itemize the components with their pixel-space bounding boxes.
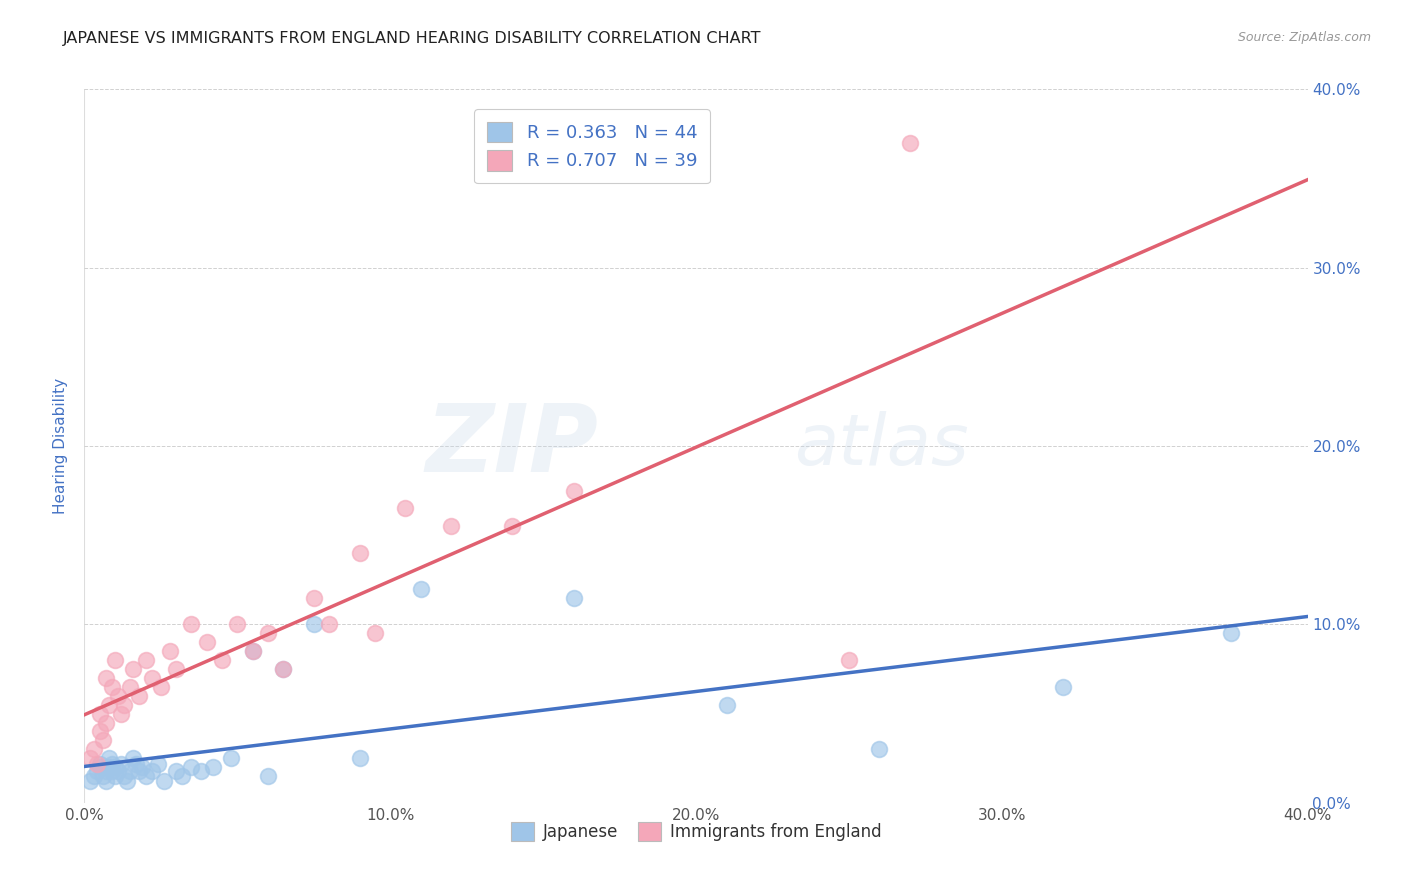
- Point: [302, 617, 325, 632]
- Point: [201, 760, 224, 774]
- Point: [242, 644, 264, 658]
- Point: [86, 756, 108, 771]
- Point: [165, 662, 187, 676]
- Point: [97, 751, 120, 765]
- Point: [110, 706, 132, 721]
- Point: [89, 724, 111, 739]
- Point: [838, 653, 860, 667]
- Point: [79, 751, 101, 765]
- Point: [219, 751, 242, 765]
- Point: [104, 769, 127, 783]
- Point: [94, 764, 117, 778]
- Text: JAPANESE VS IMMIGRANTS FROM ENGLAND HEARING DISABILITY CORRELATION CHART: JAPANESE VS IMMIGRANTS FROM ENGLAND HEAR…: [63, 31, 762, 46]
- Text: atlas: atlas: [794, 411, 969, 481]
- Point: [110, 756, 132, 771]
- Point: [101, 680, 124, 694]
- Point: [94, 715, 117, 730]
- Point: [190, 764, 212, 778]
- Point: [349, 751, 371, 765]
- Point: [869, 742, 891, 756]
- Point: [562, 483, 585, 498]
- Point: [120, 680, 142, 694]
- Text: Source: ZipAtlas.com: Source: ZipAtlas.com: [1237, 31, 1371, 45]
- Point: [226, 617, 249, 632]
- Point: [128, 689, 150, 703]
- Point: [89, 756, 111, 771]
- Y-axis label: Hearing Disability: Hearing Disability: [53, 378, 69, 514]
- Point: [79, 774, 101, 789]
- Point: [112, 769, 135, 783]
- Point: [125, 756, 148, 771]
- Point: [172, 769, 194, 783]
- Point: [107, 764, 129, 778]
- Point: [89, 760, 111, 774]
- Point: [195, 635, 218, 649]
- Point: [86, 764, 108, 778]
- Point: [302, 591, 325, 605]
- Point: [91, 769, 114, 783]
- Point: [1052, 680, 1074, 694]
- Point: [257, 626, 280, 640]
- Point: [394, 501, 416, 516]
- Point: [122, 662, 145, 676]
- Point: [97, 760, 120, 774]
- Point: [83, 742, 105, 756]
- Point: [94, 671, 117, 685]
- Text: ZIP: ZIP: [425, 400, 598, 492]
- Point: [149, 680, 172, 694]
- Point: [131, 760, 153, 774]
- Point: [89, 706, 111, 721]
- Point: [91, 733, 114, 747]
- Point: [146, 756, 169, 771]
- Point: [898, 136, 921, 150]
- Point: [409, 582, 432, 596]
- Point: [101, 756, 124, 771]
- Point: [97, 698, 120, 712]
- Point: [135, 769, 157, 783]
- Point: [271, 662, 294, 676]
- Point: [122, 751, 145, 765]
- Point: [120, 764, 142, 778]
- Point: [83, 769, 105, 783]
- Point: [107, 689, 129, 703]
- Point: [128, 764, 150, 778]
- Point: [716, 698, 738, 712]
- Point: [141, 671, 163, 685]
- Point: [271, 662, 294, 676]
- Point: [257, 769, 280, 783]
- Point: [242, 644, 264, 658]
- Legend: Japanese, Immigrants from England: Japanese, Immigrants from England: [505, 815, 887, 848]
- Point: [153, 774, 176, 789]
- Point: [135, 653, 157, 667]
- Point: [502, 519, 524, 533]
- Point: [101, 764, 124, 778]
- Point: [112, 698, 135, 712]
- Point: [180, 760, 202, 774]
- Point: [562, 591, 585, 605]
- Point: [211, 653, 233, 667]
- Point: [349, 546, 371, 560]
- Point: [440, 519, 463, 533]
- Point: [159, 644, 181, 658]
- Point: [165, 764, 187, 778]
- Point: [141, 764, 163, 778]
- Point: [104, 760, 127, 774]
- Point: [318, 617, 340, 632]
- Point: [1220, 626, 1243, 640]
- Point: [115, 774, 138, 789]
- Point: [104, 653, 127, 667]
- Point: [364, 626, 387, 640]
- Point: [94, 774, 117, 789]
- Point: [180, 617, 202, 632]
